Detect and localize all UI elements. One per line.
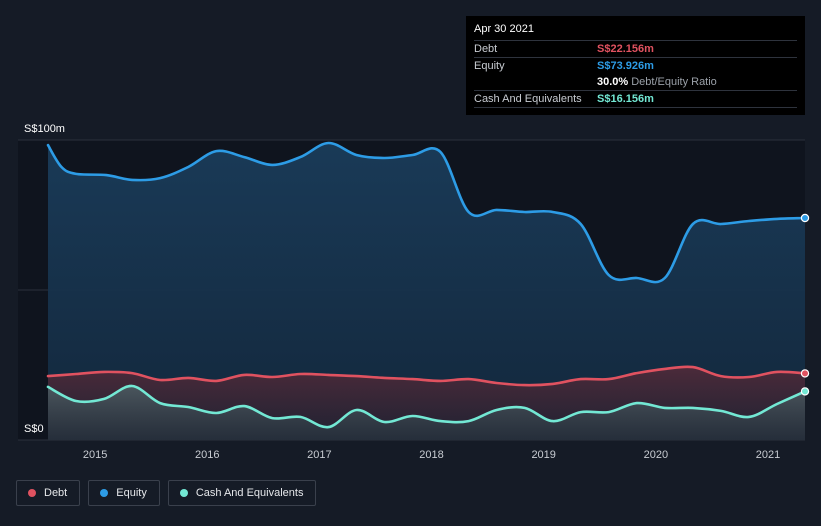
tooltip-row-debt: Debt S$22.156m bbox=[474, 40, 797, 57]
series-lines bbox=[46, 141, 807, 429]
tooltip-debt-label: Debt bbox=[474, 43, 498, 55]
x-tick-label-2019: 2019 bbox=[531, 449, 555, 461]
legend-equity-label: Equity bbox=[116, 487, 147, 499]
x-tick-label-2020: 2020 bbox=[644, 449, 668, 461]
equity-line bbox=[46, 141, 807, 284]
debt-line bbox=[46, 365, 807, 387]
legend-debt-label: Debt bbox=[44, 487, 68, 499]
legend-item-debt[interactable]: Debt bbox=[16, 480, 81, 506]
tooltip-date: Apr 30 2021 bbox=[474, 23, 534, 35]
x-tick-label-2018: 2018 bbox=[419, 449, 443, 461]
end-markers bbox=[800, 213, 810, 396]
x-axis-tick-labels: 2015 2016 2017 2018 2019 2020 2021 bbox=[83, 449, 780, 461]
legend-item-equity[interactable]: Equity bbox=[88, 480, 160, 506]
tooltip-cash-label: Cash And Equivalents bbox=[474, 93, 582, 105]
tooltip-row-cash: Cash And Equivalents S$16.156m bbox=[474, 90, 797, 108]
series-areas bbox=[48, 142, 805, 440]
y-tick-label-1: S$0 bbox=[24, 423, 44, 435]
tooltip-row-ratio: 30.0% Debt/Equity Ratio bbox=[474, 74, 797, 90]
cash-and-equivalents-line bbox=[46, 384, 807, 429]
x-tick-label-2016: 2016 bbox=[195, 449, 219, 461]
equity-dot-icon bbox=[100, 489, 109, 497]
equity-end-marker bbox=[800, 213, 810, 223]
cash-dot-icon bbox=[179, 489, 188, 497]
tooltip-cash-value: S$16.156m bbox=[597, 93, 654, 105]
debt-end-marker bbox=[800, 369, 810, 378]
legend-cash-label: Cash And Equivalents bbox=[195, 487, 304, 499]
y-axis-tick-labels: S$100m S$0 bbox=[24, 123, 65, 435]
y-tick-label-0: S$100m bbox=[24, 123, 65, 135]
cash-and-equivalents-area bbox=[48, 385, 805, 440]
tooltip-equity-label: Equity bbox=[474, 60, 505, 72]
tooltip-ratio-text: Debt/Equity Ratio bbox=[631, 76, 717, 88]
x-tick-label-2017: 2017 bbox=[307, 449, 331, 461]
x-tick-label-2015: 2015 bbox=[83, 449, 107, 461]
cash-and-equivalents-end-marker bbox=[800, 387, 810, 396]
chart-legend: Debt Equity Cash And Equivalents bbox=[16, 480, 317, 506]
tooltip-row-equity: Equity S$73.926m bbox=[474, 57, 797, 74]
tooltip-debt-value: S$22.156m bbox=[597, 43, 654, 55]
tooltip-ratio-value: 30.0% bbox=[597, 76, 629, 88]
x-tick-label-2021: 2021 bbox=[756, 449, 780, 461]
tooltip-equity-value: S$73.926m bbox=[597, 60, 654, 72]
tooltip-panel: Apr 30 2021 Debt S$22.156m Equity S$73.9… bbox=[466, 16, 805, 115]
debt-dot-icon bbox=[28, 489, 36, 497]
equity-area bbox=[48, 142, 805, 440]
legend-item-cash[interactable]: Cash And Equivalents bbox=[167, 480, 317, 506]
